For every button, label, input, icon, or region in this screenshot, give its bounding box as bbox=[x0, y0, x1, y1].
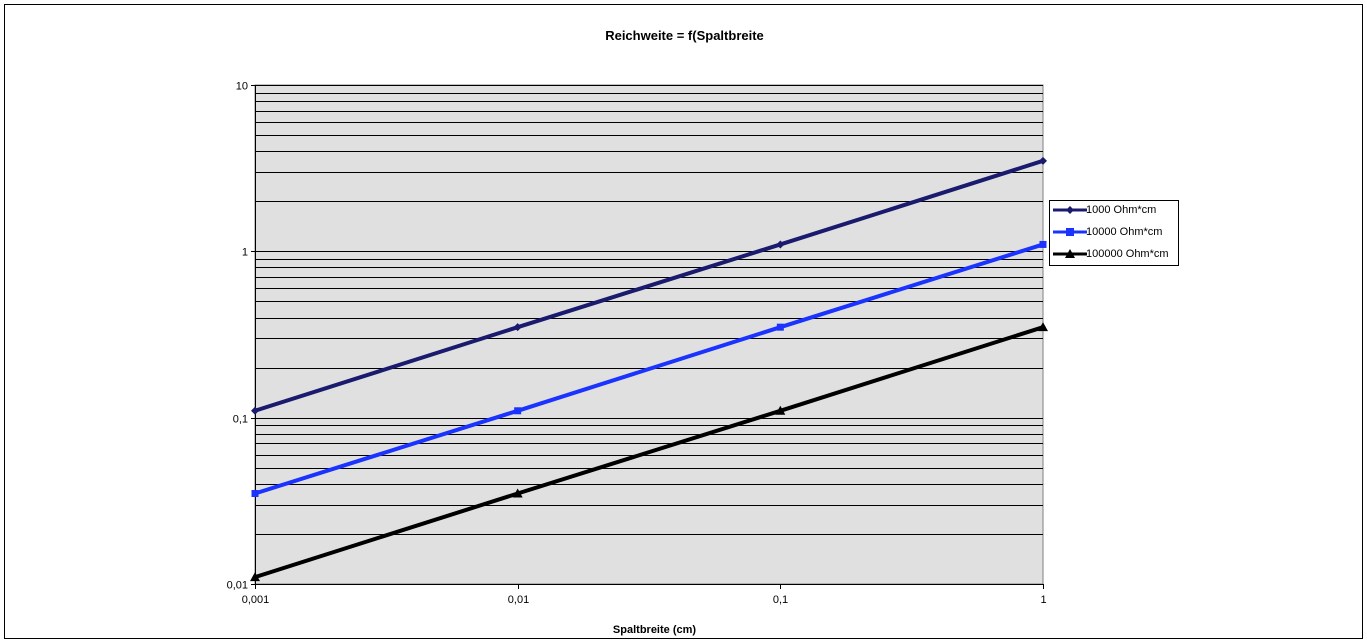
legend-item: 10000 Ohm*cm bbox=[1050, 225, 1178, 245]
x-tick-label: 0,1 bbox=[773, 594, 788, 606]
data-point bbox=[250, 572, 260, 582]
series-line bbox=[254, 325, 1044, 580]
legend-label: 100000 Ohm*cm bbox=[1086, 248, 1169, 260]
legend-swatch-square-icon bbox=[1053, 228, 1087, 236]
legend-item: 1000 Ohm*cm bbox=[1050, 203, 1178, 223]
data-point bbox=[775, 405, 786, 415]
legend-label: 10000 Ohm*cm bbox=[1086, 226, 1163, 238]
y-tick-label: 0,01 bbox=[227, 580, 248, 592]
y-tick-label: 0,1 bbox=[233, 414, 248, 426]
data-point bbox=[776, 240, 785, 249]
data-point bbox=[1039, 156, 1047, 165]
legend-swatch-triangle-icon bbox=[1053, 249, 1087, 258]
legend: 1000 Ohm*cm 10000 Ohm*cm 100000 Ohm*cm bbox=[1049, 200, 1179, 266]
series-line bbox=[254, 242, 1044, 496]
x-tick-label: 1 bbox=[1040, 594, 1046, 606]
y-tick-label: 1 bbox=[242, 247, 248, 259]
data-point bbox=[776, 323, 784, 331]
x-tick-label: 0,01 bbox=[508, 594, 529, 606]
data-point bbox=[1039, 240, 1047, 248]
legend-item: 100000 Ohm*cm bbox=[1050, 247, 1178, 267]
data-point bbox=[251, 406, 259, 415]
legend-label: 1000 Ohm*cm bbox=[1086, 204, 1157, 216]
data-point bbox=[1038, 322, 1048, 332]
chart-title: Reichweite = f(Spaltbreite bbox=[605, 28, 764, 43]
data-point bbox=[512, 488, 523, 498]
x-tick-label: 0,001 bbox=[242, 594, 270, 606]
data-point bbox=[513, 323, 522, 332]
plot-background bbox=[254, 84, 1044, 585]
data-point bbox=[251, 490, 259, 498]
data-point bbox=[514, 407, 522, 415]
x-axis-label: Spaltbreite (cm) bbox=[612, 624, 697, 636]
legend-swatch-diamond-icon bbox=[1053, 206, 1087, 214]
y-tick-label: 10 bbox=[236, 81, 248, 93]
series-line bbox=[254, 158, 1044, 413]
